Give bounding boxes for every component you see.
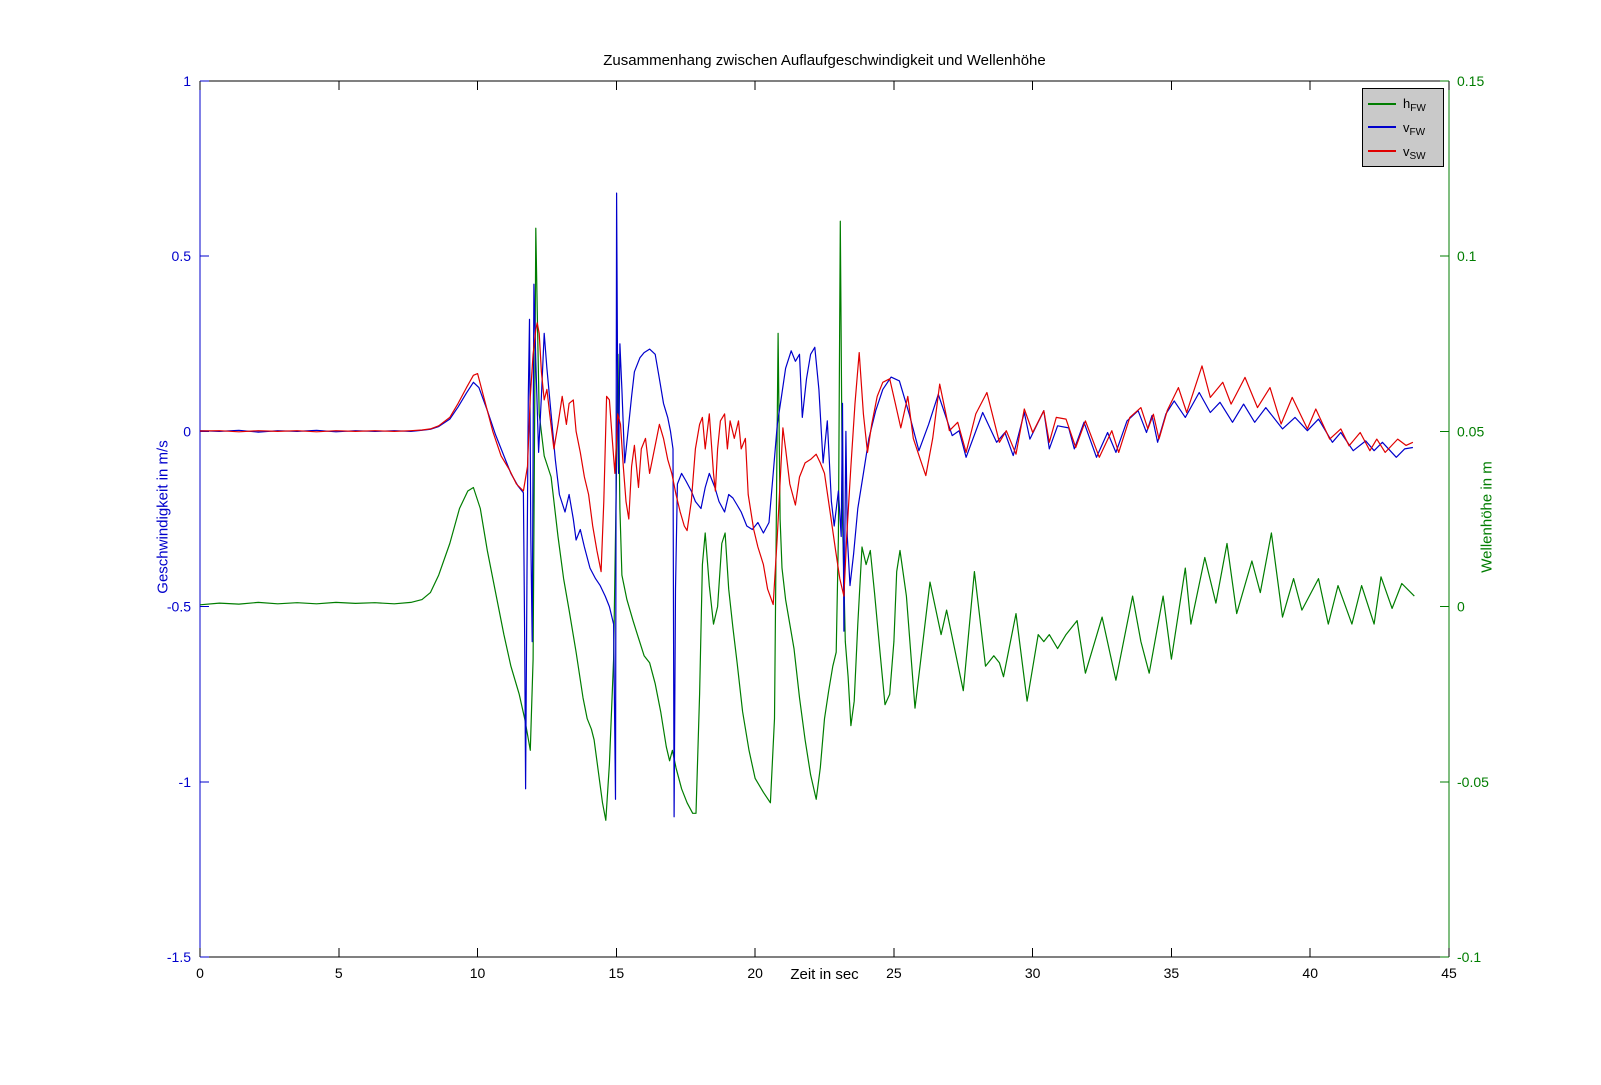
legend-line-vfw-icon [1368,126,1396,129]
x-tick-label: 35 [1164,965,1180,981]
y-left-tick-label: 0 [183,423,191,439]
legend-label-vfw: vFW [1403,119,1426,138]
plot-title: Zusammenhang zwischen Auflaufgeschwindig… [603,52,1046,69]
legend-label-vsw: vSW [1403,143,1426,162]
x-axis-label: Zeit in sec [790,966,859,983]
series-vfw-path [199,192,1413,818]
x-tick-label: 0 [196,965,204,981]
y-left-tick-label: -1.5 [167,949,191,965]
legend-label-hfw: hFW [1403,96,1426,115]
legend-line-vsw-icon [1368,150,1396,153]
y-axis-label-right: Wellenhöhe in m [1478,461,1496,573]
y-left-tick-label: 0.5 [172,248,192,264]
x-tick-label: 20 [747,965,763,981]
y-axis-label-left: Geschwindigkeit in m/s [154,440,172,594]
x-tick-label: 15 [609,965,625,981]
y-left-tick-label: -0.5 [167,599,191,615]
y-right-tick-label: 0.15 [1457,73,1484,89]
y-right-tick-label: -0.05 [1457,774,1489,790]
legend-item-hfw: hFW [1368,96,1438,115]
x-tick-label: 5 [335,965,343,981]
legend-item-vfw: vFW [1368,119,1438,138]
x-tick-label: 40 [1302,965,1318,981]
y-left-tick-label: 1 [183,73,191,89]
series-hfw-path [199,220,1415,821]
legend-line-hfw-icon [1368,102,1396,105]
y-right-tick-label: 0.1 [1457,248,1477,264]
x-tick-label: 45 [1441,965,1457,981]
x-tick-label: 25 [886,965,902,981]
y-right-tick-label: -0.1 [1457,949,1481,965]
series-vsw-path [199,322,1414,606]
x-tick-label: 30 [1025,965,1041,981]
legend: hFW vFW vSW [1362,88,1444,167]
legend-item-vsw: vSW [1368,143,1438,162]
y-right-tick-label: 0 [1457,599,1465,615]
x-tick-label: 10 [470,965,486,981]
y-left-tick-label: -1 [179,774,192,790]
y-right-tick-label: 0.05 [1457,423,1484,439]
